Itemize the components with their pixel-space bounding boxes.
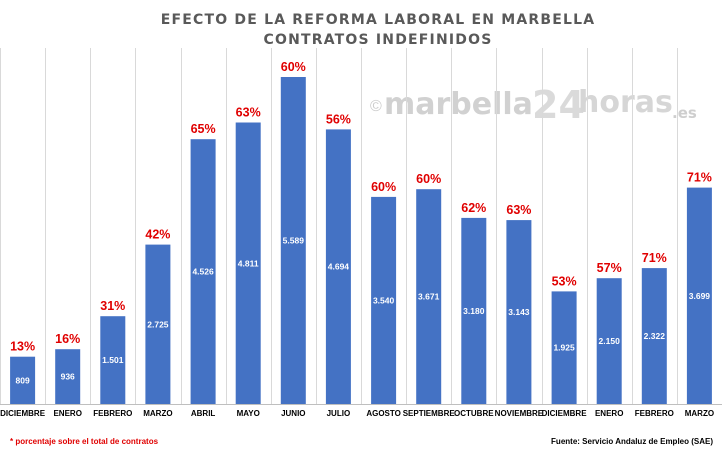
tick-label: ABRIL	[191, 409, 216, 418]
percent-label: 57%	[597, 261, 622, 275]
value-label: 4.526	[192, 267, 214, 277]
bar	[325, 129, 351, 404]
percent-label: 60%	[416, 172, 441, 186]
bar	[416, 189, 442, 404]
percent-label: 60%	[281, 60, 306, 74]
bar	[10, 356, 36, 404]
tick-label: JUNIO	[281, 409, 305, 418]
watermark-main: marbella	[384, 87, 533, 122]
value-label: 2.725	[147, 319, 169, 329]
value-label: 936	[61, 372, 75, 382]
tick-label: DICIEMBRE	[542, 409, 588, 418]
percent-label: 65%	[191, 122, 216, 136]
value-label: 2.150	[599, 336, 621, 346]
bar	[280, 77, 306, 404]
watermark: © marbella 24 horas .es	[370, 83, 697, 127]
data-labels: 809 13% 936 16% 1.501 31% 2.725 42% 4.526 65% 4.81…	[10, 60, 712, 385]
value-label: 2.322	[644, 331, 666, 341]
grid-lines	[0, 48, 722, 405]
bar	[506, 220, 532, 404]
percent-label: 53%	[552, 274, 577, 288]
tick-label: AGOSTO	[366, 409, 401, 418]
percent-label: 42%	[145, 228, 170, 242]
value-label: 1.925	[553, 343, 575, 353]
percent-label: 63%	[236, 106, 261, 120]
bar	[100, 316, 126, 404]
watermark-domain: .es	[672, 104, 697, 122]
value-label: 5.589	[283, 236, 305, 246]
value-label: 4.811	[238, 258, 259, 268]
percent-label: 71%	[687, 171, 712, 185]
percent-label: 60%	[371, 180, 396, 194]
tick-label: FEBRERO	[93, 409, 132, 418]
value-label: 3.540	[373, 295, 395, 305]
tick-label: MARZO	[685, 409, 714, 418]
footnote: * porcentaje sobre el total de contratos	[10, 437, 159, 446]
chart-title-line-2: CONTRATOS INDEFINIDOS	[264, 32, 493, 48]
tick-label: ENERO	[595, 409, 623, 418]
bar	[641, 268, 667, 404]
watermark-suffix: horas	[578, 85, 673, 120]
tick-label: MAYO	[237, 409, 260, 418]
chart-title-line-1: EFECTO DE LA REFORMA LABORAL EN MARBELLA	[161, 12, 596, 28]
tick-label: NOVIEMBRE	[495, 409, 544, 418]
watermark-copyright: ©	[370, 98, 382, 115]
bar	[235, 122, 261, 404]
value-label: 809	[16, 375, 30, 385]
x-axis: DICIEMBRE ENERO FEBRERO MARZO ABRIL MAYO JUNIO…	[0, 409, 714, 418]
bar	[145, 244, 171, 404]
watermark-number: 24	[532, 83, 585, 127]
percent-label: 13%	[10, 340, 35, 354]
value-label: 3.671	[418, 292, 440, 302]
percent-label: 62%	[461, 201, 486, 215]
percent-label: 31%	[100, 299, 125, 313]
bar	[461, 217, 487, 404]
percent-label: 56%	[326, 112, 351, 126]
bar	[551, 291, 577, 404]
value-label: 3.699	[689, 291, 711, 301]
bar	[686, 187, 712, 404]
percent-label: 71%	[642, 251, 667, 265]
source-note: Fuente: Servicio Andaluz de Empleo (SAE)	[551, 437, 713, 446]
value-label: 3.143	[508, 307, 530, 317]
tick-label: FEBRERO	[635, 409, 674, 418]
tick-label: DICIEMBRE	[0, 409, 46, 418]
tick-label: OCTUBRE	[454, 409, 494, 418]
value-label: 3.180	[463, 306, 485, 316]
percent-label: 63%	[506, 203, 531, 217]
bar	[190, 139, 216, 404]
tick-label: ENERO	[53, 409, 81, 418]
percent-label: 16%	[55, 332, 80, 346]
tick-label: SEPTIEMBRE	[403, 409, 456, 418]
tick-label: JULIO	[327, 409, 351, 418]
bar	[371, 196, 397, 404]
bar	[55, 349, 81, 404]
tick-label: MARZO	[143, 409, 172, 418]
value-label: 1.501	[102, 355, 124, 365]
bar	[596, 278, 622, 404]
bars	[10, 77, 712, 404]
value-label: 4.694	[328, 262, 350, 272]
